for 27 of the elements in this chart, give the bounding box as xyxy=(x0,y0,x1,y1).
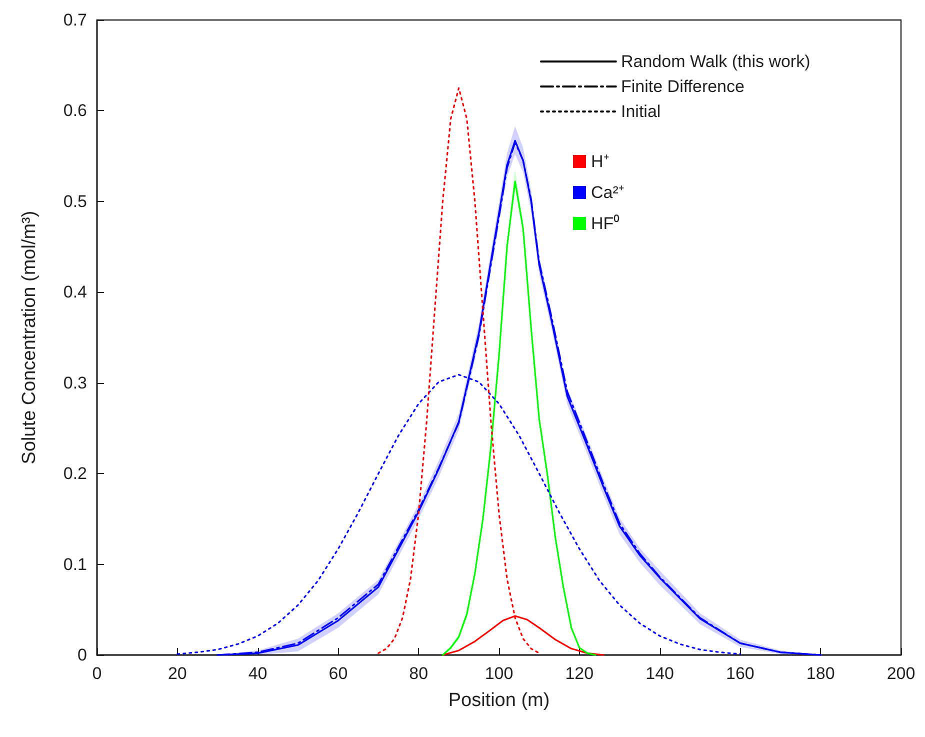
x-tick-label: 40 xyxy=(248,664,268,683)
y-tick-label: 0.2 xyxy=(63,464,87,484)
legend-label: Ca²⁺ xyxy=(591,183,624,202)
x-tick-label: 0 xyxy=(92,664,102,683)
x-tick-label: 200 xyxy=(886,664,916,683)
y-tick-label: 0.4 xyxy=(63,282,87,302)
legend-label: Initial xyxy=(621,102,661,121)
legend-label: H⁺ xyxy=(591,152,610,171)
x-tick-label: 20 xyxy=(168,664,187,683)
x-tick-label: 140 xyxy=(646,664,674,683)
legend-label: HF⁰ xyxy=(591,214,620,233)
x-tick-label: 60 xyxy=(328,664,348,683)
y-tick-label: 0 xyxy=(78,646,87,664)
y-tick-label: 0.7 xyxy=(63,10,87,30)
y-axis-title: Solute Concentration (mol/m³) xyxy=(19,210,40,464)
x-axis-title: Position (m) xyxy=(448,690,550,711)
y-tick-label: 0.6 xyxy=(63,101,87,120)
y-tick-label: 0.1 xyxy=(63,554,87,574)
legend-label: Random Walk (this work) xyxy=(621,52,810,71)
y-tick-label: 0.5 xyxy=(63,192,87,211)
x-tick-label: 160 xyxy=(726,664,754,683)
x-tick-label: 80 xyxy=(409,664,428,683)
legend-label: Finite Difference xyxy=(621,77,744,96)
x-tick-label: 100 xyxy=(484,664,514,683)
x-tick-label: 120 xyxy=(565,664,594,683)
x-tick-label: 180 xyxy=(806,664,835,683)
y-tick-label: 0.3 xyxy=(63,373,87,392)
